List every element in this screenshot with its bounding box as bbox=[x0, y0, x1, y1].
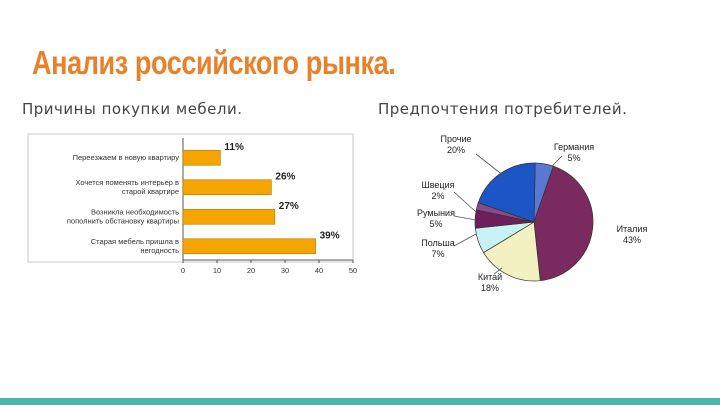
pie-label-6: Швеция bbox=[422, 180, 455, 190]
pie-value-label-1: 5% bbox=[567, 153, 580, 163]
pie-value-label-2: 43% bbox=[623, 235, 641, 245]
pie-leader-line-5 bbox=[453, 215, 477, 221]
bar-1 bbox=[182, 149, 221, 166]
pie-label-4: Польша bbox=[421, 238, 454, 248]
pie-label-1: Германия bbox=[554, 142, 594, 152]
pie-leader-line-7 bbox=[475, 153, 505, 177]
pie-leader-line-3 bbox=[493, 267, 503, 275]
bar-4 bbox=[182, 238, 316, 255]
bar-x-tick-label-4: 40 bbox=[315, 266, 323, 275]
bar-x-tick-label-3: 30 bbox=[281, 266, 289, 275]
bar-chart-frame bbox=[27, 133, 354, 263]
pie-value-label-4: 7% bbox=[431, 249, 444, 259]
bar-category-label-3: пополнить обстановку квартиры bbox=[67, 216, 179, 225]
pie-label-2: Италия bbox=[617, 224, 648, 234]
bar-category-label-2: Хочется поменять интерьер в bbox=[75, 178, 179, 187]
pie-label-3: Китай bbox=[478, 272, 502, 282]
consumer-preferences-pie-chart: Германия5%Италия43%Китай18%Польша7%Румын… bbox=[417, 134, 648, 293]
pie-label-5: Румыния bbox=[417, 208, 455, 218]
bar-category-label-4: негодность bbox=[140, 246, 179, 255]
bar-x-tick-label-2: 20 bbox=[247, 266, 255, 275]
pie-slice-2 bbox=[533, 165, 594, 282]
bar-category-label-3: Возникла необходимость bbox=[91, 207, 179, 216]
bar-x-tick-label-0: 0 bbox=[181, 266, 185, 275]
bar-value-label-3: 27% bbox=[279, 201, 299, 212]
pie-value-label-3: 18% bbox=[481, 283, 499, 293]
pie-value-label-5: 5% bbox=[429, 219, 442, 229]
pie-label-7: Прочие bbox=[440, 134, 471, 144]
pie-leader-line-4 bbox=[453, 233, 477, 247]
bottom-accent-bar bbox=[0, 398, 720, 405]
bar-value-label-2: 26% bbox=[275, 171, 295, 182]
right-heading: Предпочтения потребителей. bbox=[378, 100, 628, 118]
bar-category-label-2: старой квартире bbox=[122, 187, 179, 196]
bar-value-label-1: 11% bbox=[224, 142, 244, 153]
bar-2 bbox=[182, 179, 272, 196]
pie-leader-line-6 bbox=[453, 191, 477, 213]
bar-x-tick-label-1: 10 bbox=[213, 266, 221, 275]
bar-category-label-1: Переезжаем в новую квартиру bbox=[73, 153, 180, 162]
pie-value-label-7: 20% bbox=[447, 145, 465, 155]
bar-x-tick-label-5: 50 bbox=[349, 266, 357, 275]
bar-3 bbox=[182, 208, 276, 225]
purchase-reasons-bar-chart: 11% Переезжаем в новую квартиру 26% Хочется… bbox=[27, 133, 357, 275]
slide-title: Анализ российского рынка. bbox=[32, 44, 396, 81]
bar-value-label-4: 39% bbox=[320, 230, 340, 241]
pie-value-label-6: 2% bbox=[431, 191, 444, 201]
bar-category-label-4: Старая мебель пришла в bbox=[91, 237, 179, 246]
pie-slice-3 bbox=[483, 221, 541, 282]
pie-leader-line-1 bbox=[551, 155, 563, 167]
left-heading: Причины покупки мебели. bbox=[22, 100, 243, 118]
